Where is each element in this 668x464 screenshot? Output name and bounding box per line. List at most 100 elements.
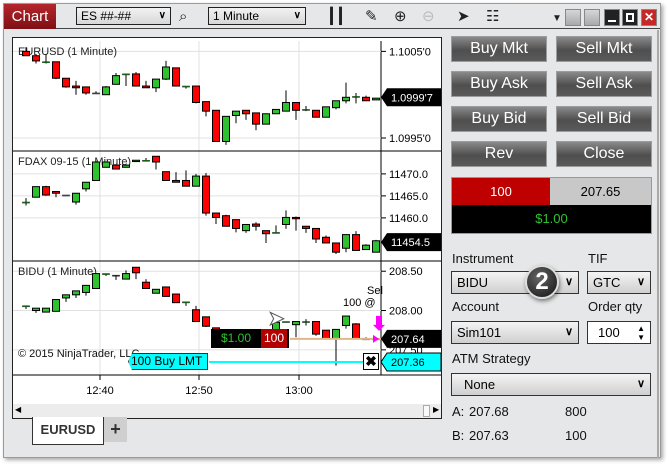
- instrument-select[interactable]: ES ##-## ∨: [76, 7, 171, 25]
- sell-ask-button[interactable]: Sell Ask: [556, 71, 652, 97]
- pointer-icon[interactable]: ➤: [457, 8, 470, 25]
- candle-body: [172, 293, 180, 304]
- properties-icon[interactable]: ☷: [486, 8, 500, 25]
- candle-body: [142, 159, 150, 162]
- candle-body: [52, 190, 60, 194]
- candle-body: [102, 86, 110, 96]
- panel-splitter[interactable]: [657, 30, 659, 458]
- horizontal-scrollbar[interactable]: ◀ ▶: [13, 404, 441, 418]
- candle: [152, 78, 160, 93]
- copyright-text: © 2015 NinjaTrader, LLC: [18, 348, 140, 360]
- buy-limit-order-tag[interactable]: 100 Buy LMT: [128, 353, 208, 370]
- maximize-icon[interactable]: [622, 9, 638, 26]
- reverse-button[interactable]: Rev: [451, 141, 547, 167]
- tile-icon[interactable]: [565, 9, 581, 26]
- candle-body: [202, 101, 210, 112]
- bar-type-icon[interactable]: ┃┃: [327, 8, 346, 25]
- buy-bid-button[interactable]: Buy Bid: [451, 106, 547, 132]
- candle: [42, 185, 50, 196]
- candle: [182, 170, 190, 187]
- scrollbar-thumb[interactable]: [423, 405, 430, 417]
- interval-select[interactable]: 1 Minute ∨: [208, 7, 306, 25]
- spinner-icon[interactable]: ▲ ▼: [637, 324, 645, 342]
- order-qty-stepper[interactable]: 100 ▲ ▼: [587, 321, 651, 344]
- candle: [172, 172, 180, 183]
- candle: [32, 186, 40, 198]
- sell-marker-detail: 100 @ 20: [343, 297, 379, 309]
- candle-body: [32, 186, 40, 198]
- candle: [242, 223, 250, 233]
- atm-strategy-dropdown[interactable]: None ∨: [451, 373, 651, 396]
- candle-body: [362, 96, 370, 102]
- candle: [132, 266, 140, 280]
- candle: [242, 109, 250, 120]
- candle-body: [172, 179, 180, 183]
- buy-ask-button[interactable]: Buy Ask: [451, 71, 547, 97]
- candle: [112, 274, 120, 280]
- order-price-marker: [380, 352, 441, 372]
- scroll-right-icon[interactable]: ▶: [433, 405, 440, 414]
- candle-body: [332, 100, 340, 109]
- tab-eurusd[interactable]: EURUSD: [32, 417, 104, 445]
- zoom-in-icon[interactable]: ⊕: [394, 8, 407, 25]
- pencil-draw-icon[interactable]: ✎: [365, 8, 378, 25]
- account-dropdown[interactable]: Sim101 ∨: [451, 321, 579, 344]
- candle-body: [222, 215, 230, 227]
- candle: [252, 222, 260, 231]
- tif-dropdown[interactable]: GTC ∨: [587, 271, 651, 294]
- candle: [42, 53, 50, 64]
- candle-body: [102, 161, 110, 168]
- scroll-left-icon[interactable]: ◀: [15, 405, 22, 414]
- candle: [122, 270, 130, 280]
- candle: [222, 214, 230, 227]
- order-qty-label: Order qty: [588, 299, 643, 314]
- candle-body: [112, 274, 120, 277]
- price-tick-label: 1.0995'0: [389, 133, 431, 145]
- candle: [342, 82, 350, 104]
- last-price-marker: [381, 88, 441, 107]
- candle-body: [32, 55, 40, 62]
- candle: [122, 73, 130, 87]
- minimize-icon[interactable]: [604, 9, 620, 26]
- position-marker[interactable]: $1.00 100: [211, 329, 289, 348]
- ask-label: A:: [452, 404, 465, 419]
- order-qty-value: 100: [598, 325, 620, 340]
- candle-body: [92, 161, 100, 181]
- cancel-order-icon[interactable]: ✖: [363, 353, 379, 370]
- sell-bid-button[interactable]: Sell Bid: [556, 106, 652, 132]
- time-tick-label: 12:40: [86, 385, 114, 397]
- chart-title-tab[interactable]: Chart: [4, 4, 56, 29]
- chart-canvas[interactable]: 12:40 12:50 13:00 1.1005'0 1.0995'0 EURUSD (1…: [13, 38, 441, 418]
- instrument-value: BIDU: [457, 275, 489, 290]
- add-tab-button[interactable]: +: [104, 417, 127, 442]
- chart-area[interactable]: 12:40 12:50 13:00 1.1005'0 1.0995'0 EURUSD (1…: [12, 37, 442, 419]
- search-icon[interactable]: ⌕: [179, 8, 188, 25]
- candle-body: [282, 101, 290, 112]
- candle: [292, 216, 300, 231]
- candle: [372, 239, 380, 253]
- candle: [72, 80, 80, 95]
- instrument-dropdown[interactable]: BIDU ∨: [451, 271, 579, 294]
- sell-execution-marker: [373, 334, 379, 343]
- dropdown-arrow-icon[interactable]: ▼: [552, 13, 562, 24]
- buy-market-button[interactable]: Buy Mkt: [451, 36, 547, 62]
- tile-icon[interactable]: [584, 9, 600, 26]
- candle: [112, 73, 120, 85]
- sell-market-button[interactable]: Sell Mkt: [556, 36, 652, 62]
- ask-size: 800: [565, 404, 587, 419]
- candle-body: [252, 223, 260, 227]
- candle-body: [52, 61, 60, 79]
- candle-body: [252, 112, 260, 125]
- close-icon[interactable]: ✕: [641, 9, 657, 26]
- candle-body: [262, 113, 270, 125]
- price-tick-label: 11470.0: [389, 169, 428, 181]
- candle-body: [322, 329, 330, 340]
- candle: [92, 273, 100, 290]
- zoom-out-icon[interactable]: ⊖: [422, 8, 435, 25]
- candle: [322, 329, 330, 340]
- close-position-button[interactable]: Close: [556, 141, 652, 167]
- candle-body: [312, 227, 320, 240]
- candle: [182, 301, 190, 306]
- candle: [172, 67, 180, 87]
- candle-body: [292, 321, 300, 326]
